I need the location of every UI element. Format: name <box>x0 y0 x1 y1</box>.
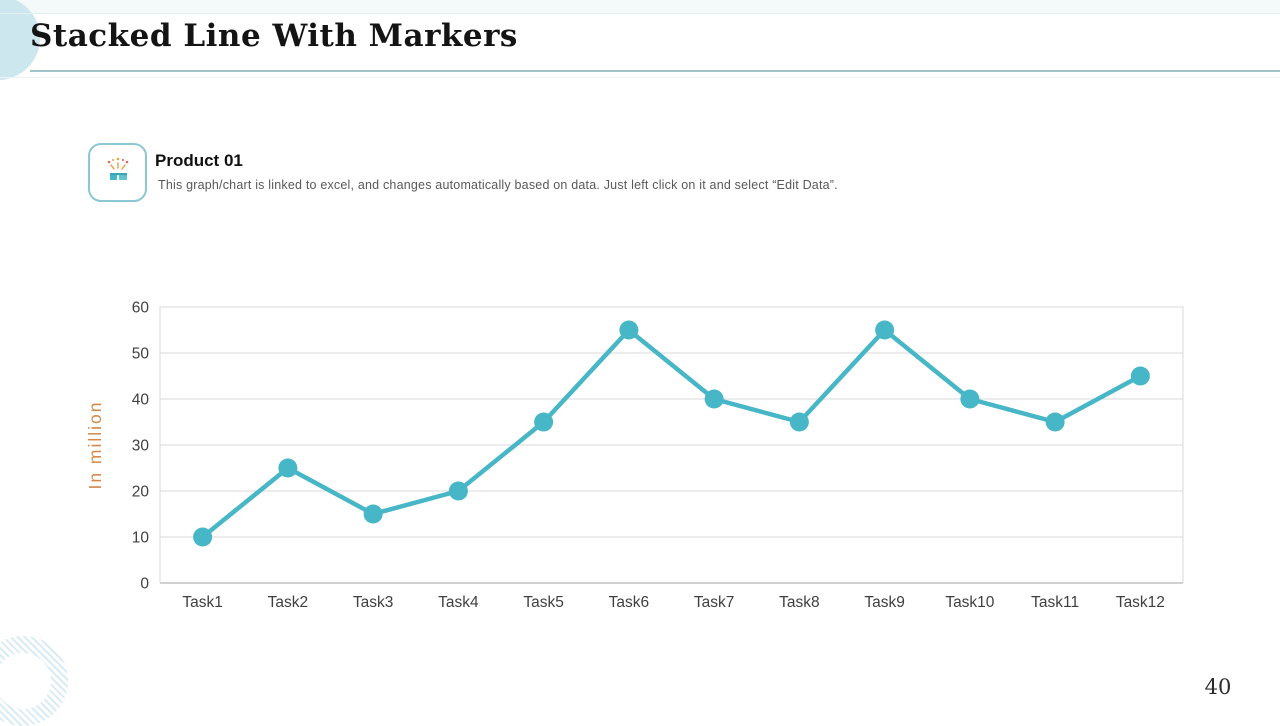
product-title: Product 01 <box>155 151 243 170</box>
x-category-label: Task9 <box>864 594 905 611</box>
y-tick-label: 0 <box>140 576 149 593</box>
y-tick-label: 50 <box>132 346 150 363</box>
y-axis-title: In million <box>85 400 105 489</box>
decor-striped-ring <box>0 636 68 726</box>
data-point-marker <box>193 527 213 547</box>
x-category-label: Task3 <box>353 594 394 611</box>
data-point-marker <box>704 389 724 409</box>
decor-ring-hole <box>0 653 51 709</box>
y-tick-label: 10 <box>132 530 150 547</box>
y-tick-label: 30 <box>132 438 150 455</box>
top-strip <box>0 0 1280 13</box>
data-point-marker <box>875 320 895 340</box>
data-point-marker <box>960 389 980 409</box>
title-underline <box>30 70 1280 72</box>
data-point-marker <box>619 320 639 340</box>
x-category-label: Task2 <box>268 594 309 611</box>
x-category-label: Task10 <box>945 594 994 611</box>
page-title: Stacked Line With Markers <box>30 18 518 54</box>
x-category-label: Task4 <box>438 594 479 611</box>
y-tick-label: 40 <box>132 392 150 409</box>
x-category-label: Task7 <box>694 594 735 611</box>
x-category-label: Task5 <box>523 594 564 611</box>
y-tick-label: 20 <box>132 484 150 501</box>
data-line <box>200 327 1143 540</box>
confetti-icon <box>102 154 134 191</box>
data-point-marker <box>534 412 554 432</box>
top-divider <box>0 13 1280 14</box>
data-point-marker <box>278 458 298 478</box>
data-point-marker <box>1045 412 1065 432</box>
data-point-marker <box>1130 366 1150 386</box>
x-category-label: Task8 <box>779 594 820 611</box>
product-description: This graph/chart is linked to excel, and… <box>158 178 838 192</box>
page-number: 40 <box>1204 675 1232 699</box>
product-icon-card <box>88 143 147 202</box>
data-point-marker <box>789 412 809 432</box>
data-point-marker <box>363 504 383 524</box>
x-category-label: Task1 <box>182 594 223 611</box>
sub-divider <box>0 77 1280 78</box>
x-category-label: Task12 <box>1116 594 1165 611</box>
y-tick-label: 60 <box>132 300 150 317</box>
x-category-label: Task11 <box>1031 594 1079 611</box>
line-chart[interactable]: 0 10 20 30 40 50 60 Task1 Task2 Task3 Task4 Task5 Ta… <box>85 295 1195 625</box>
x-category-label: Task6 <box>609 594 650 611</box>
data-point-marker <box>448 481 468 501</box>
